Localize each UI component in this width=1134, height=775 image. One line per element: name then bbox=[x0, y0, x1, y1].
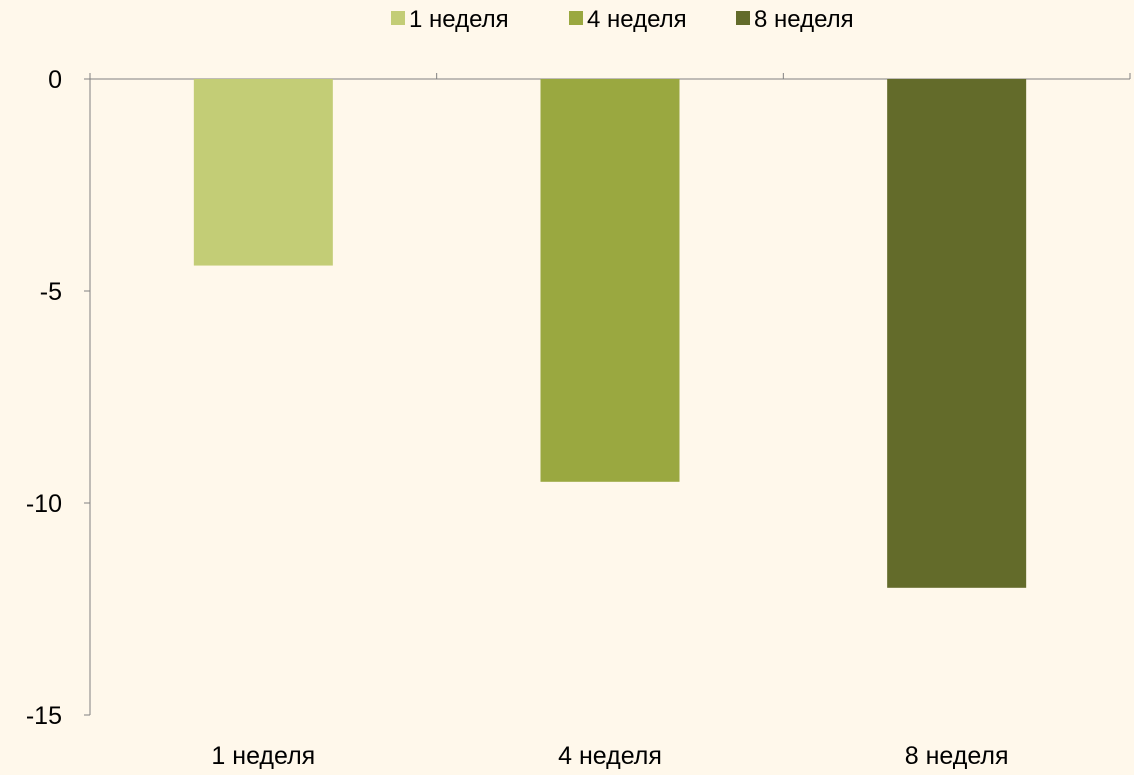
tick-labels: 0 -5 -10 -15 1 неделя 4 неделя 8 неделя bbox=[26, 66, 1009, 770]
x-tick-label: 8 неделя bbox=[905, 742, 1009, 770]
bar-4-неделя bbox=[540, 79, 680, 482]
legend-item: 4 неделя bbox=[569, 6, 687, 33]
legend-item: 1 неделя bbox=[391, 6, 509, 33]
legend-swatch bbox=[569, 11, 583, 25]
legend-label: 8 неделя bbox=[754, 6, 854, 33]
y-tick-label: 0 bbox=[48, 66, 62, 94]
legend: 1 неделя 4 неделя 8 неделя bbox=[391, 6, 854, 33]
bar-8-неделя bbox=[887, 79, 1027, 588]
bar-1-неделя bbox=[193, 79, 333, 266]
x-tick-label: 1 неделя bbox=[211, 742, 315, 770]
bars bbox=[193, 79, 1027, 588]
x-tick-label: 4 неделя bbox=[558, 742, 662, 770]
legend-swatch bbox=[736, 11, 750, 25]
legend-label: 4 неделя bbox=[587, 6, 687, 33]
y-tick-label: -10 bbox=[26, 490, 62, 518]
y-tick-label: -5 bbox=[40, 278, 62, 306]
y-tick-label: -15 bbox=[26, 702, 62, 730]
legend-label: 1 неделя bbox=[409, 6, 509, 33]
legend-swatch bbox=[391, 11, 405, 25]
legend-item: 8 неделя bbox=[736, 6, 854, 33]
